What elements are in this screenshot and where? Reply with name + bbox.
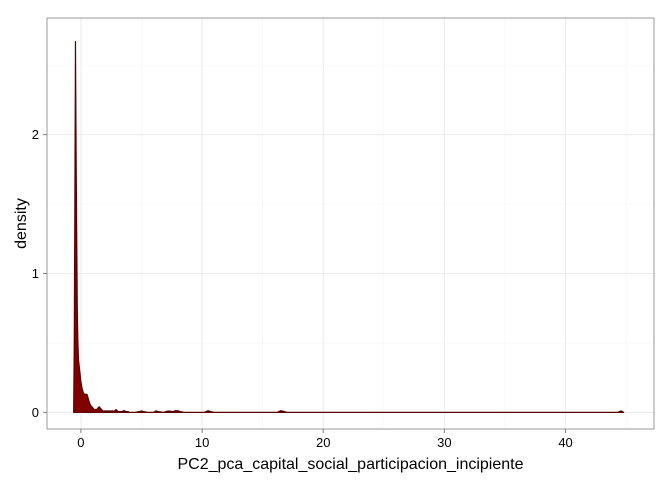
- panel-border: [46, 17, 655, 430]
- x-axis-title: PC2_pca_capital_social_participacion_inc…: [178, 456, 524, 473]
- series-layer: [73, 41, 625, 413]
- x-tick-label: 20: [316, 435, 330, 450]
- y-axis-title: density: [13, 198, 30, 249]
- density-area-0: [73, 41, 625, 413]
- x-tick-label: 30: [437, 435, 451, 450]
- y-tick-label: 1: [32, 266, 39, 281]
- axis-layer: 0 10 20 30 40 0 1 2: [32, 127, 573, 450]
- x-tick-label: 10: [195, 435, 209, 450]
- x-tick-label: 0: [77, 435, 84, 450]
- y-tick-label: 2: [32, 127, 39, 142]
- y-tick-label: 0: [32, 405, 39, 420]
- x-tick-label: 40: [558, 435, 572, 450]
